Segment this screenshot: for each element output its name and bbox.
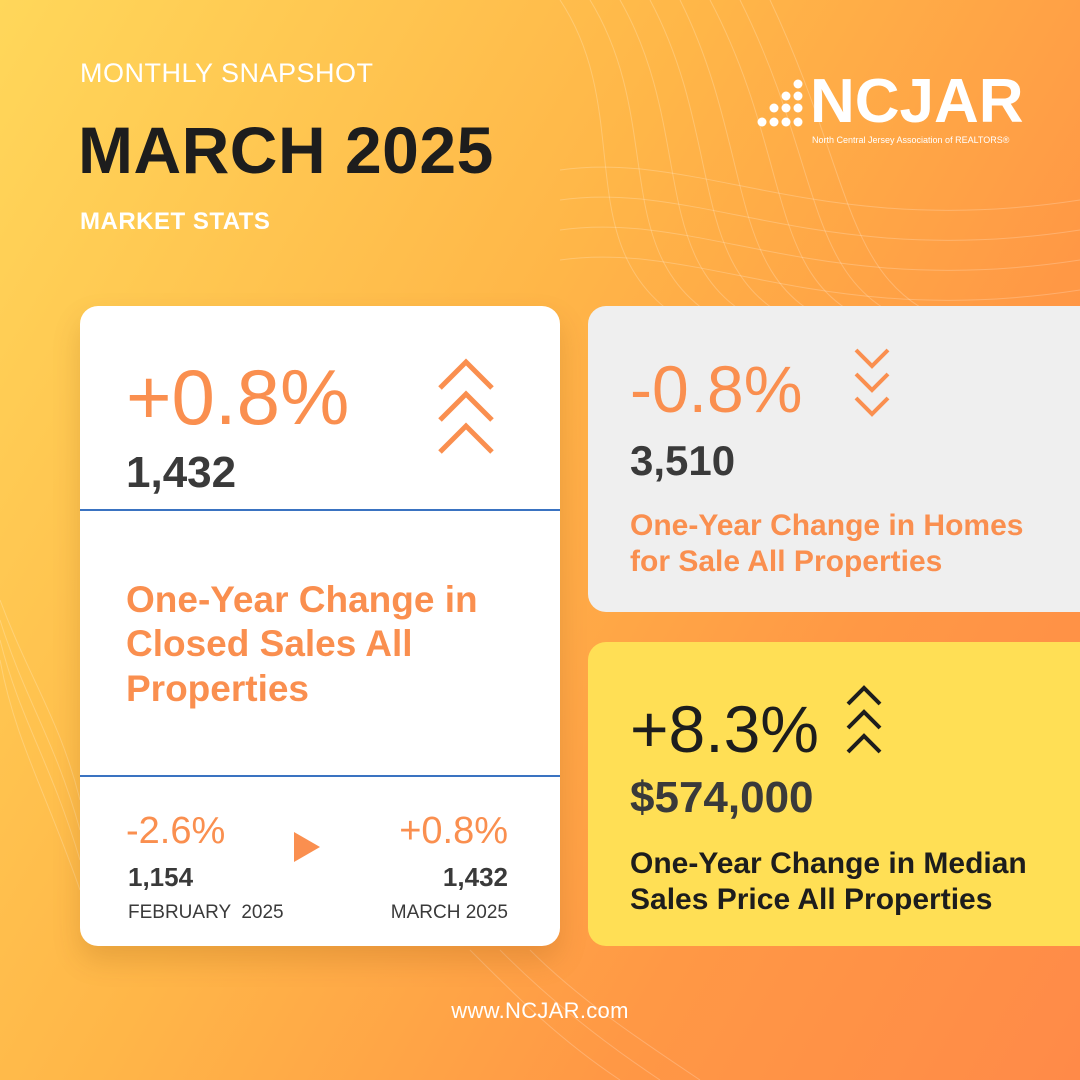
prev-month-value: 1,154 — [128, 862, 194, 892]
homes-for-sale-change: -0.8% — [630, 352, 803, 426]
curr-month-change: +0.8% — [399, 810, 508, 852]
prev-month-label: FEBRUARY 2025 — [128, 902, 284, 923]
curr-month-label: MARCH 2025 — [390, 902, 508, 923]
logo-dots-icon — [757, 79, 803, 127]
median-price-value: $574,000 — [630, 773, 814, 822]
curr-month-value: 1,432 — [442, 862, 508, 892]
closed-sales-description: One-Year Change in Closed Sales All Prop… — [126, 579, 478, 709]
median-price-card: +8.3% $574,000 One-Year Change in Median… — [588, 642, 1080, 946]
logo-tagline: North Central Jersey Association of REAL… — [812, 135, 1010, 145]
play-arrow-icon — [294, 832, 320, 862]
eyebrow-label: MONTHLY SNAPSHOT — [80, 58, 374, 88]
closed-sales-value: 1,432 — [126, 448, 237, 497]
median-price-description: One-Year Change in Median Sales Price Al… — [630, 847, 1027, 916]
divider-top — [80, 509, 560, 511]
closed-sales-change: +0.8% — [126, 353, 350, 441]
ncjar-logo[interactable]: NCJAR North Central Jersey Association o… — [752, 67, 1052, 152]
homes-for-sale-card: -0.8% 3,510 One-Year Change in Homes for… — [588, 306, 1080, 612]
footer-url[interactable]: www.NCJAR.com — [451, 998, 629, 1023]
homes-for-sale-description: One-Year Change in Homes for Sale All Pr… — [630, 509, 1024, 578]
page-title: MARCH 2025 — [78, 113, 494, 187]
logo-wordmark: NCJAR — [810, 67, 1024, 136]
homes-for-sale-value: 3,510 — [630, 437, 736, 484]
prev-month-change: -2.6% — [126, 810, 226, 852]
median-price-change: +8.3% — [630, 692, 819, 766]
divider-bottom — [80, 775, 560, 777]
triple-chevron-down-icon — [854, 348, 890, 417]
triple-chevron-up-icon — [846, 685, 882, 754]
closed-sales-card: +0.8% 1,432 One-Year Change in Closed Sa… — [80, 306, 560, 946]
triple-chevron-up-icon — [438, 358, 494, 454]
page-subtitle: MARKET STATS — [80, 208, 271, 235]
